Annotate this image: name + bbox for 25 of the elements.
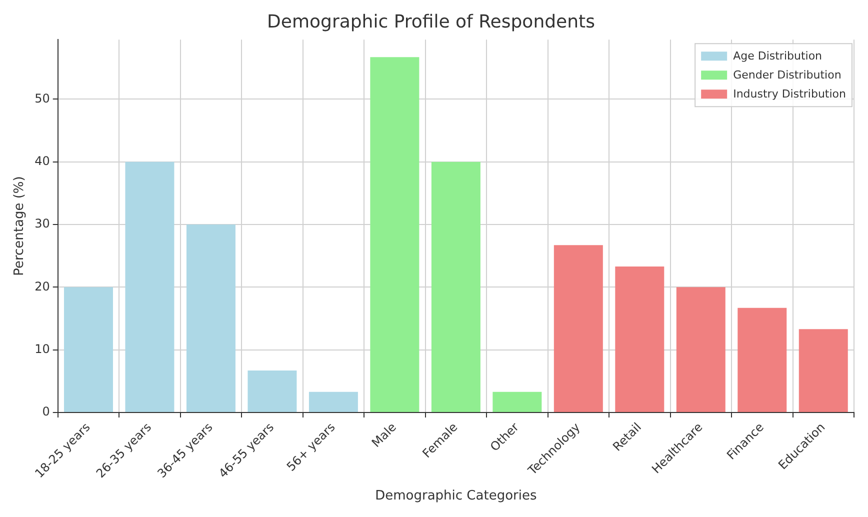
- bar: [554, 245, 603, 412]
- bar: [431, 162, 480, 412]
- bar: [615, 266, 664, 412]
- bar: [64, 287, 113, 412]
- bar: [248, 370, 297, 412]
- legend-label: Age Distribution: [733, 49, 822, 62]
- bar: [798, 329, 848, 412]
- y-axis-title: Percentage (%): [12, 176, 28, 276]
- legend-label: Gender Distribution: [733, 68, 842, 82]
- bar: [186, 224, 236, 412]
- legend-label: Industry Distribution: [733, 87, 846, 100]
- bar: [125, 162, 174, 412]
- bar: [492, 392, 542, 412]
- bar: [738, 308, 787, 412]
- chart-title: Demographic Profile of Respondents: [267, 11, 595, 32]
- bar: [308, 392, 358, 412]
- y-tick-label: 10: [34, 342, 50, 356]
- x-axis-title: Demographic Categories: [375, 488, 537, 504]
- bar: [370, 57, 420, 412]
- bar: [676, 287, 726, 412]
- y-tick-label: 50: [34, 91, 50, 106]
- y-tick-label: 20: [34, 279, 50, 294]
- y-tick-label: 0: [42, 404, 50, 419]
- y-tick-label: 30: [34, 216, 50, 231]
- y-tick-label: 40: [34, 154, 50, 168]
